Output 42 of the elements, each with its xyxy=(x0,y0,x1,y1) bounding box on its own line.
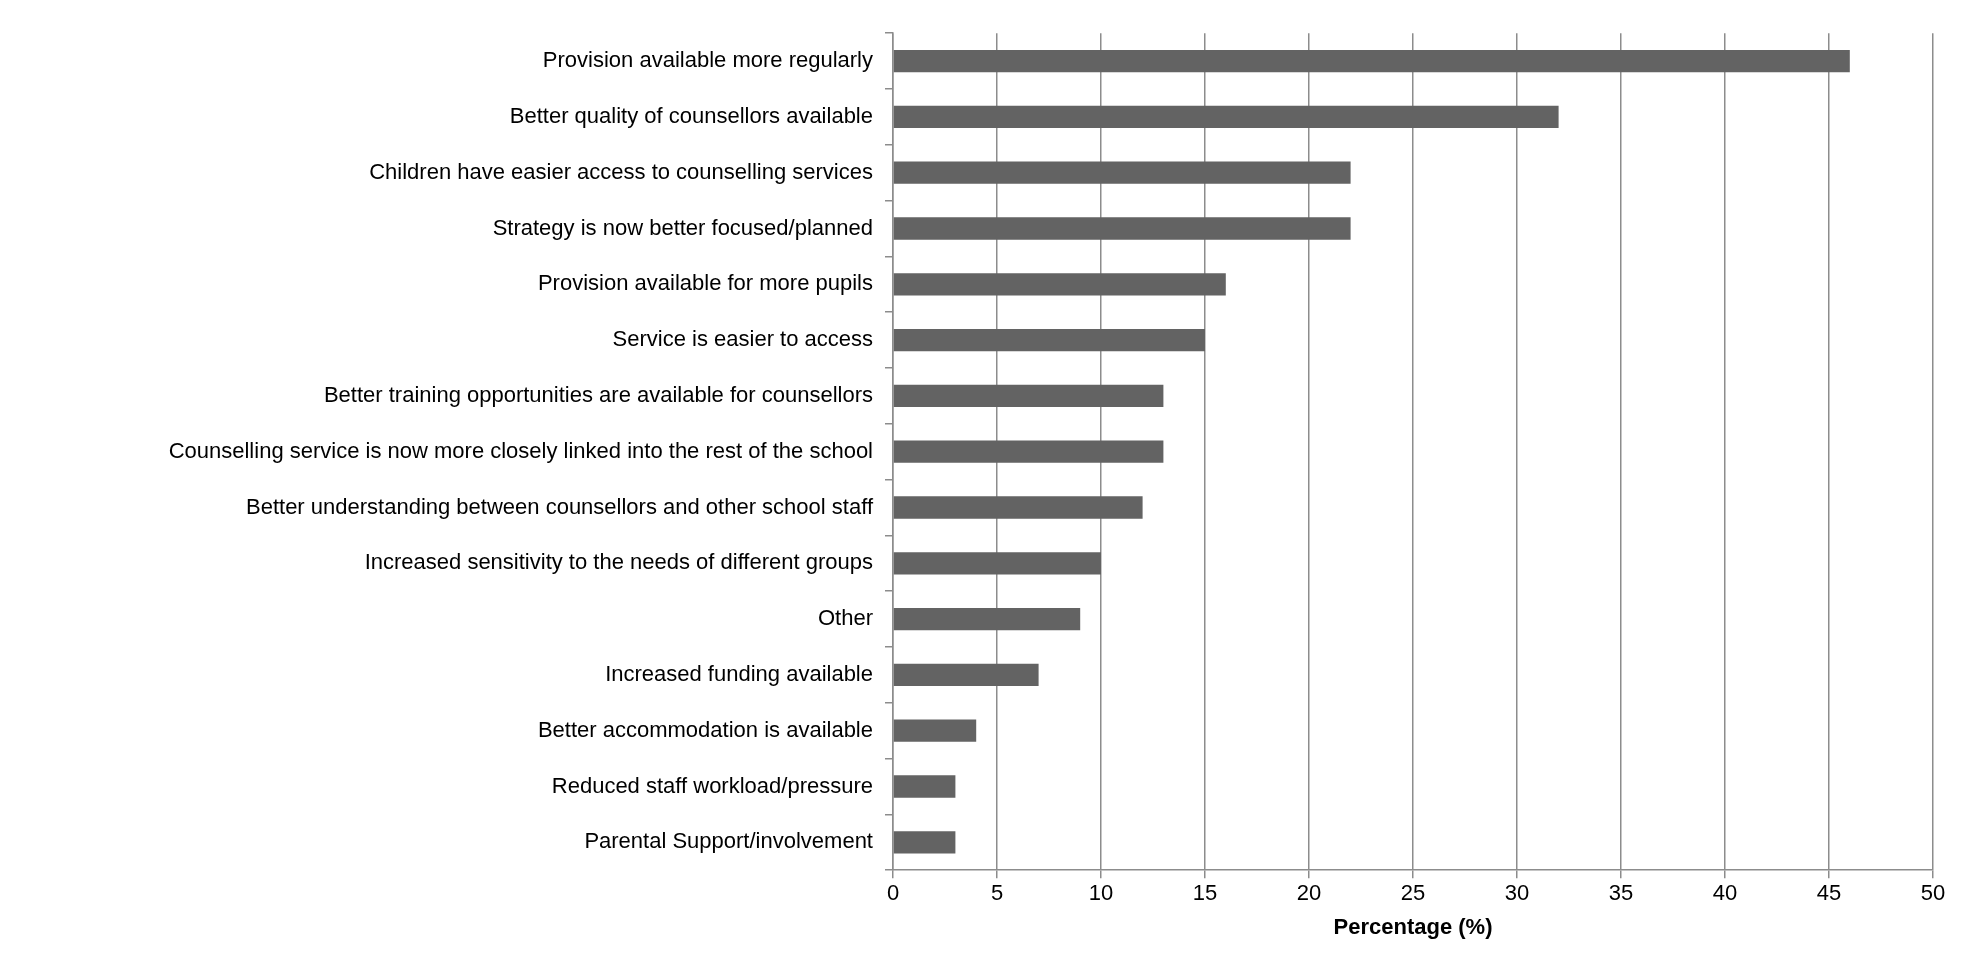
x-tick-label: 35 xyxy=(1608,880,1634,906)
bar xyxy=(893,719,977,742)
x-tick-label: 30 xyxy=(1504,880,1530,906)
y-tick-label: Children have easier access to counselling services xyxy=(369,158,873,184)
x-tick-label: 50 xyxy=(1920,880,1946,906)
y-tick-label: Parental Support/involvement xyxy=(584,828,873,854)
bar xyxy=(893,831,956,854)
bar xyxy=(893,496,1143,519)
bar xyxy=(893,663,1039,687)
bar xyxy=(893,328,1205,352)
x-tick-label: 20 xyxy=(1296,880,1322,906)
bar xyxy=(893,161,1351,184)
x-tick-label: 25 xyxy=(1400,880,1426,906)
y-tick-label: Better training opportunities are available for counsellors xyxy=(323,381,873,407)
x-tick-label: 5 xyxy=(990,880,1004,906)
x-axis-title: Percentage (%) xyxy=(1333,913,1493,939)
y-tick-label: Increased sensitivity to the needs of different groups xyxy=(364,549,873,575)
y-tick-label: Better accommodation is available xyxy=(537,716,873,742)
x-tick-label: 40 xyxy=(1712,880,1738,906)
bar xyxy=(893,49,1850,73)
y-tick-label: Strategy is now better focused/planned xyxy=(492,214,873,240)
x-tick-label: 15 xyxy=(1192,880,1218,906)
y-tick-label: Increased funding available xyxy=(605,660,873,686)
bar xyxy=(893,440,1164,463)
bar xyxy=(893,217,1351,240)
y-tick-label: Better understanding between counsellors and other school staff xyxy=(246,493,874,519)
y-tick-label: Counselling service is now more closely linked into the rest of the school xyxy=(168,437,873,463)
bar xyxy=(893,552,1101,575)
x-tick-label: 10 xyxy=(1088,880,1114,906)
x-tick-label: 0 xyxy=(886,880,900,906)
bar xyxy=(893,273,1226,296)
y-tick-label: Provision available for more pupils xyxy=(537,270,873,296)
bar xyxy=(893,607,1081,631)
bar xyxy=(893,775,956,798)
y-tick-label: Better quality of counsellors available xyxy=(509,102,873,128)
y-tick-label: Service is easier to access xyxy=(612,326,873,352)
y-tick-label: Reduced staff workload/pressure xyxy=(551,772,873,798)
y-tick-label: Provision available more regularly xyxy=(542,47,873,73)
y-tick-label: Other xyxy=(817,605,873,631)
bar xyxy=(893,105,1559,129)
bar xyxy=(893,384,1164,408)
x-tick-label: 45 xyxy=(1816,880,1842,906)
